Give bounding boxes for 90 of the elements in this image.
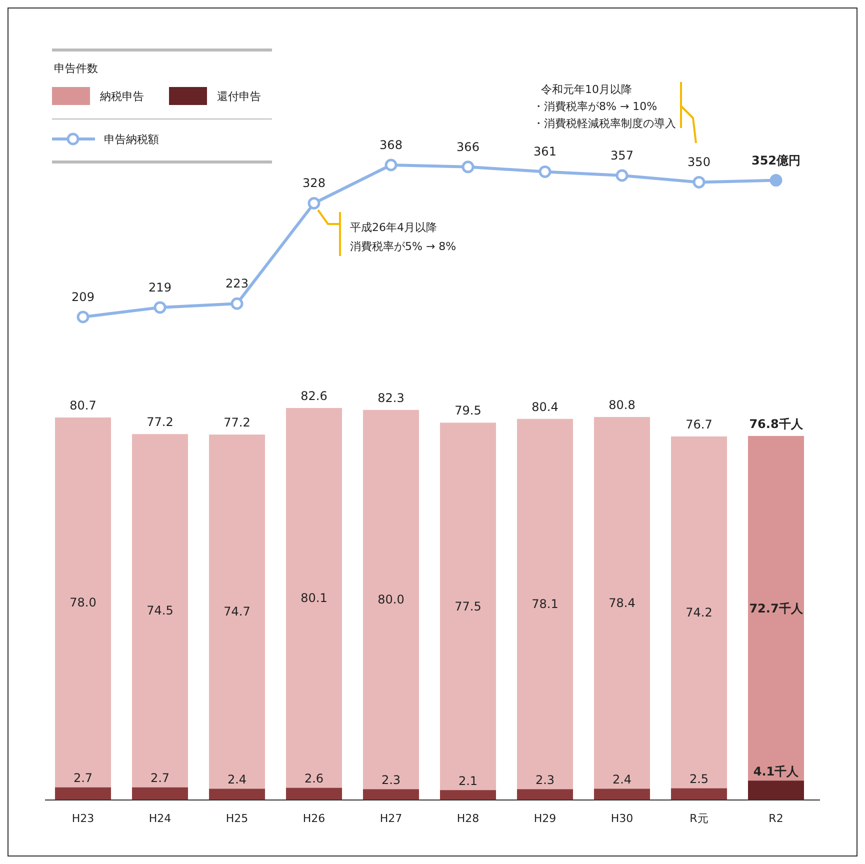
x-tick-label: H25: [226, 812, 248, 825]
point: [308, 196, 320, 210]
data-label: 2.1: [458, 774, 478, 788]
total-label: 76.8千人: [749, 416, 804, 431]
point: [692, 176, 706, 188]
total-label: 80.7: [70, 398, 96, 412]
bar: [517, 418, 573, 790]
data-label: 74.2: [686, 605, 712, 620]
total-label: 79.5: [454, 404, 482, 418]
data-label: 328: [302, 176, 326, 190]
x-tick-label: H27: [380, 812, 402, 825]
x-tick-label: H28: [456, 812, 480, 825]
bar: [440, 790, 496, 800]
point: [462, 160, 474, 174]
bar: [594, 417, 650, 789]
total-label: 82.6: [300, 389, 328, 403]
total-label: 77.2: [146, 415, 174, 430]
bar: [209, 788, 265, 800]
bar: [209, 434, 265, 789]
bar: [363, 410, 419, 790]
x-tick-label: H26: [302, 812, 326, 825]
data-label: 366: [456, 140, 480, 154]
data-label: 223: [226, 276, 248, 291]
data-label: 2.7: [73, 771, 93, 786]
data-label: 2.3: [381, 773, 401, 788]
data-label: 74.5: [146, 604, 174, 618]
legend-label: 還付申告: [217, 90, 261, 103]
bar: [132, 787, 188, 800]
x-tick-label: H29: [534, 812, 556, 825]
point: [538, 165, 552, 178]
bar: [440, 422, 496, 790]
data-label: 357: [610, 148, 634, 163]
data-label: 2.7: [150, 771, 170, 786]
annotation: 消費税率が5% → 8%: [350, 240, 456, 253]
x-tick-label: H23: [72, 812, 94, 825]
data-label: 350: [688, 155, 710, 170]
total-label: 82.3: [378, 390, 404, 405]
bar: [748, 780, 804, 800]
data-label: 368: [380, 138, 402, 152]
bar: [671, 788, 727, 800]
data-label: 2.4: [612, 772, 632, 787]
bar: [748, 436, 804, 781]
bar: [363, 789, 419, 800]
data-label: 78.4: [608, 596, 636, 610]
bar: [132, 434, 188, 788]
data-label: 2.5: [689, 772, 709, 786]
data-label: 361: [534, 144, 556, 159]
point: [230, 297, 244, 310]
total-label: 76.7: [686, 417, 712, 432]
text: ・消費税率が8% → 10%: [533, 100, 658, 113]
data-label: 78.0: [70, 595, 96, 610]
bar: [286, 788, 342, 800]
x-tick-label: H24: [148, 812, 172, 825]
legend-line: 申告納税額: [52, 132, 159, 146]
bar: [55, 417, 111, 788]
x-tick-label: H30: [610, 812, 634, 825]
annotation: 平成26年4月以降: [350, 221, 437, 234]
data-label: 4.1千人: [753, 764, 800, 779]
point: [76, 310, 90, 324]
data-label: 77.5: [454, 599, 482, 614]
legend-title: 申告件数: [54, 62, 98, 75]
bar: [517, 789, 573, 800]
data-label: 2.4: [227, 772, 247, 787]
bar: [594, 788, 650, 800]
data-label: 352億円: [751, 153, 801, 168]
point: [770, 174, 782, 187]
point: [384, 158, 398, 172]
text: ・消費税軽減税率制度の導入: [533, 117, 676, 130]
data-label: 74.7: [224, 604, 250, 619]
data-label: 72.7千人: [749, 601, 804, 616]
text: 令和元年10月以降: [541, 83, 632, 96]
legend-label: 納税申告: [100, 90, 144, 103]
point: [154, 301, 166, 314]
data-label: 2.6: [304, 772, 324, 786]
data-label: 2.3: [535, 773, 555, 788]
legend-label: 申告納税額: [104, 133, 159, 146]
point: [616, 169, 628, 182]
x-tick-label: R元: [690, 812, 708, 825]
total-label: 80.4: [532, 400, 558, 414]
data-label: 78.1: [532, 597, 558, 611]
data-label: 80.0: [378, 592, 404, 606]
bar: [671, 436, 727, 788]
bar: [286, 408, 342, 788]
data-label: 209: [72, 290, 94, 304]
bar: [55, 787, 111, 800]
total-label: 77.2: [224, 416, 250, 430]
data-label: 80.1: [300, 590, 328, 605]
x-tick-label: R2: [768, 812, 784, 825]
data-label: 219: [148, 280, 172, 294]
total-label: 80.8: [608, 398, 636, 412]
